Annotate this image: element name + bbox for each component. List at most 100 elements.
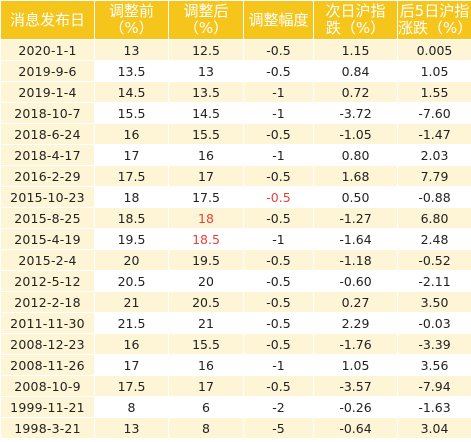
header-after: 调整后 （%） [168,0,244,40]
cell-five-day-change: 2.03 [397,144,471,166]
cell-five-day-change: 1.55 [397,81,471,103]
cell-next-day-change: 0.72 [313,81,398,103]
cell-announce-date: 2018-6-24 [0,123,95,145]
cell-adjustment: -1 [243,81,314,103]
cell-five-day-change: -1.63 [397,396,471,418]
cell-adjustment: -0.5 [243,39,314,61]
cell-after-rate: 18.5 [168,228,244,250]
cell-before-rate: 16 [94,123,169,145]
cell-adjustment: -0.5 [243,207,314,229]
cell-five-day-change: 3.50 [397,291,471,313]
cell-before-rate: 17.5 [94,375,169,397]
cell-before-rate: 17 [94,144,169,166]
table-row: 2015-2-4 20 19.5 -0.5 -1.18 -0.52 [0,249,471,271]
cell-next-day-change: -3.57 [313,375,398,397]
cell-next-day-change: 0.84 [313,60,398,82]
cell-before-rate: 21.5 [94,312,169,334]
cell-five-day-change: -3.39 [397,333,471,355]
cell-after-rate: 6 [168,396,244,418]
cell-after-rate: 15.5 [168,333,244,355]
cell-before-rate: 15.5 [94,102,169,124]
table-row: 1998-3-21 13 8 -5 -0.64 3.04 [0,417,471,439]
cell-before-rate: 17 [94,354,169,376]
cell-adjustment: -0.5 [243,333,314,355]
cell-next-day-change: -1.27 [313,207,398,229]
cell-after-rate: 17.5 [168,186,244,208]
table-row: 2008-12-23 16 15.5 -0.5 -1.76 -3.39 [0,333,471,355]
header-next-day-change: 次日沪指 跌（%） [313,0,398,40]
cell-adjustment: -1 [243,354,314,376]
table-row: 2019-1-4 14.5 13.5 -1 0.72 1.55 [0,81,471,103]
table-row: 2015-4-19 19.5 18.5 -1 -1.64 2.48 [0,228,471,250]
cell-announce-date: 2012-5-12 [0,270,95,292]
cell-before-rate: 14.5 [94,81,169,103]
cell-adjustment: -0.5 [243,375,314,397]
table-row: 1999-11-21 8 6 -2 -0.26 -1.63 [0,396,471,418]
cell-adjustment: -0.5 [243,123,314,145]
cell-next-day-change: 2.29 [313,312,398,334]
cell-announce-date: 1998-3-21 [0,417,95,439]
cell-before-rate: 19.5 [94,228,169,250]
cell-next-day-change: -0.60 [313,270,398,292]
cell-before-rate: 13 [94,39,169,61]
cell-before-rate: 20.5 [94,270,169,292]
header-5day-change: 后5日沪指 涨跌（%） [397,0,471,40]
cell-announce-date: 2008-11-26 [0,354,95,376]
cell-before-rate: 8 [94,396,169,418]
cell-five-day-change: 2.48 [397,228,471,250]
table-row: 2018-10-7 15.5 14.5 -1 -3.72 -7.60 [0,102,471,124]
cell-five-day-change: -0.03 [397,312,471,334]
cell-after-rate: 20 [168,270,244,292]
table-row: 2015-10-23 18 17.5 -0.5 0.50 -0.88 [0,186,471,208]
cell-next-day-change: -0.64 [313,417,398,439]
cell-adjustment: -0.5 [243,165,314,187]
cell-next-day-change: 0.27 [313,291,398,313]
cell-after-rate: 21 [168,312,244,334]
cell-announce-date: 2015-4-19 [0,228,95,250]
cell-next-day-change: -1.76 [313,333,398,355]
cell-after-rate: 19.5 [168,249,244,271]
cell-before-rate: 17.5 [94,165,169,187]
cell-five-day-change: 3.56 [397,354,471,376]
cell-five-day-change: -0.52 [397,249,471,271]
table-row: 2012-2-18 21 20.5 -0.5 0.27 3.50 [0,291,471,313]
table-row: 2020-1-1 13 12.5 -0.5 1.15 0.005 [0,39,471,61]
cell-five-day-change: -2.11 [397,270,471,292]
cell-before-rate: 18.5 [94,207,169,229]
cell-announce-date: 2015-8-25 [0,207,95,229]
cell-before-rate: 13.5 [94,60,169,82]
cell-next-day-change: 1.15 [313,39,398,61]
cell-before-rate: 21 [94,291,169,313]
cell-announce-date: 2019-9-6 [0,60,95,82]
cell-next-day-change: -1.18 [313,249,398,271]
cell-adjustment: -1 [243,144,314,166]
cell-adjustment: -0.5 [243,186,314,208]
cell-before-rate: 13 [94,417,169,439]
cell-announce-date: 2015-10-23 [0,186,95,208]
cell-announce-date: 2008-10-9 [0,375,95,397]
cell-adjustment: -0.5 [243,249,314,271]
cell-announce-date: 2011-11-30 [0,312,95,334]
cell-announce-date: 2018-10-7 [0,102,95,124]
cell-announce-date: 2012-2-18 [0,291,95,313]
cell-announce-date: 2015-2-4 [0,249,95,271]
table-row: 2018-6-24 16 15.5 -0.5 -1.05 -1.47 [0,123,471,145]
cell-announce-date: 1999-11-21 [0,396,95,418]
table-row: 2019-9-6 13.5 13 -0.5 0.84 1.05 [0,60,471,82]
cell-next-day-change: -1.05 [313,123,398,145]
table-row: 2016-2-29 17.5 17 -0.5 1.68 7.79 [0,165,471,187]
table-row: 2011-11-30 21.5 21 -0.5 2.29 -0.03 [0,312,471,334]
cell-five-day-change: -0.88 [397,186,471,208]
cell-five-day-change: 0.005 [397,39,471,61]
header-row: 消息发布日 调整前 （%） 调整后 （%） 调整幅度 次日沪指 跌（%） 后5日沪指涨… [0,0,471,40]
cell-after-rate: 15.5 [168,123,244,145]
cell-announce-date: 2018-4-17 [0,144,95,166]
cell-five-day-change: 1.05 [397,60,471,82]
table-row: 2008-11-26 17 16 -1 1.05 3.56 [0,354,471,376]
cell-adjustment: -2 [243,396,314,418]
cell-after-rate: 13 [168,60,244,82]
cell-after-rate: 8 [168,417,244,439]
cell-next-day-change: 1.05 [313,354,398,376]
cell-five-day-change: 7.79 [397,165,471,187]
cell-next-day-change: -0.26 [313,396,398,418]
